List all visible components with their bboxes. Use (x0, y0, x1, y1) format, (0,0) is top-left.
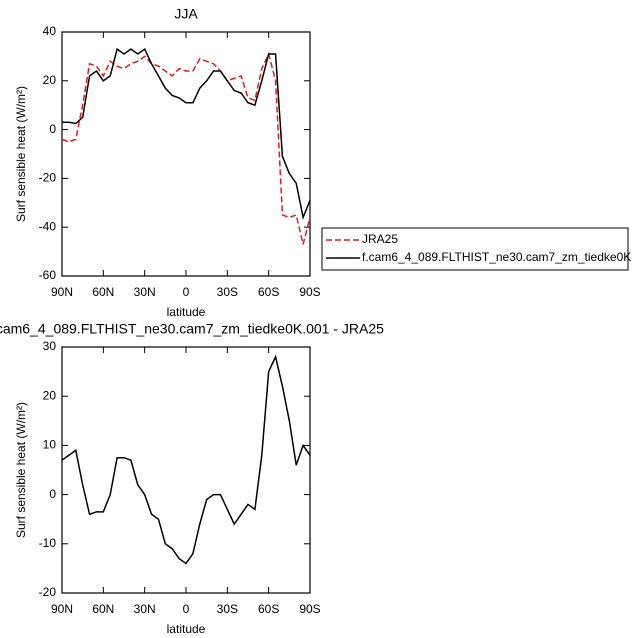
chart-title: f.cam6_4_089.FLTHIST_ne30.cam7_zm_tiedke… (0, 321, 384, 337)
y-tick-label: -40 (39, 219, 57, 233)
y-tick-label: -10 (39, 536, 57, 550)
y-tick-label: 30 (43, 339, 57, 353)
y-tick-label: 10 (43, 438, 57, 452)
x-tick-label: 30S (217, 285, 238, 299)
plot-frame (61, 31, 311, 277)
data-line (61, 51, 311, 245)
x-tick-label: 0 (183, 602, 190, 616)
chart-title: JJA (174, 6, 198, 22)
y-tick-label: 0 (49, 487, 56, 501)
x-tick-label: 60S (258, 602, 279, 616)
x-tick-label: 90N (51, 602, 73, 616)
x-tick-label: 90N (51, 285, 73, 299)
x-tick-label: 30N (134, 602, 156, 616)
x-tick-label: 0 (183, 285, 190, 299)
y-tick-label: 40 (43, 24, 57, 38)
plot-frame (61, 346, 311, 594)
y-axis-label: Surf sensible heat (W/m²) (14, 402, 28, 538)
x-tick-label: 60N (92, 285, 114, 299)
data-line (61, 354, 311, 565)
legend-label: JRA25 (362, 232, 398, 246)
x-tick-label: 60N (92, 602, 114, 616)
legend-box (321, 227, 629, 271)
y-axis-label: Surf sensible heat (W/m²) (14, 86, 28, 222)
x-axis-label: latitude (167, 622, 206, 636)
x-tick-label: 60S (258, 285, 279, 299)
x-axis-label: latitude (167, 305, 206, 319)
legend-label: f.cam6_4_089.FLTHIST_ne30.cam7_zm_tiedke… (362, 250, 632, 264)
y-tick-label: -20 (39, 171, 57, 185)
y-tick-label: -20 (39, 585, 57, 599)
y-tick-label: 20 (43, 388, 57, 402)
x-tick-label: 90S (299, 602, 320, 616)
x-tick-label: 30S (217, 602, 238, 616)
y-tick-label: 0 (49, 122, 56, 136)
data-line (62, 47, 311, 221)
x-tick-label: 30N (134, 285, 156, 299)
y-tick-label: -60 (39, 268, 57, 282)
y-tick-label: 20 (43, 73, 57, 87)
x-tick-label: 90S (299, 285, 320, 299)
